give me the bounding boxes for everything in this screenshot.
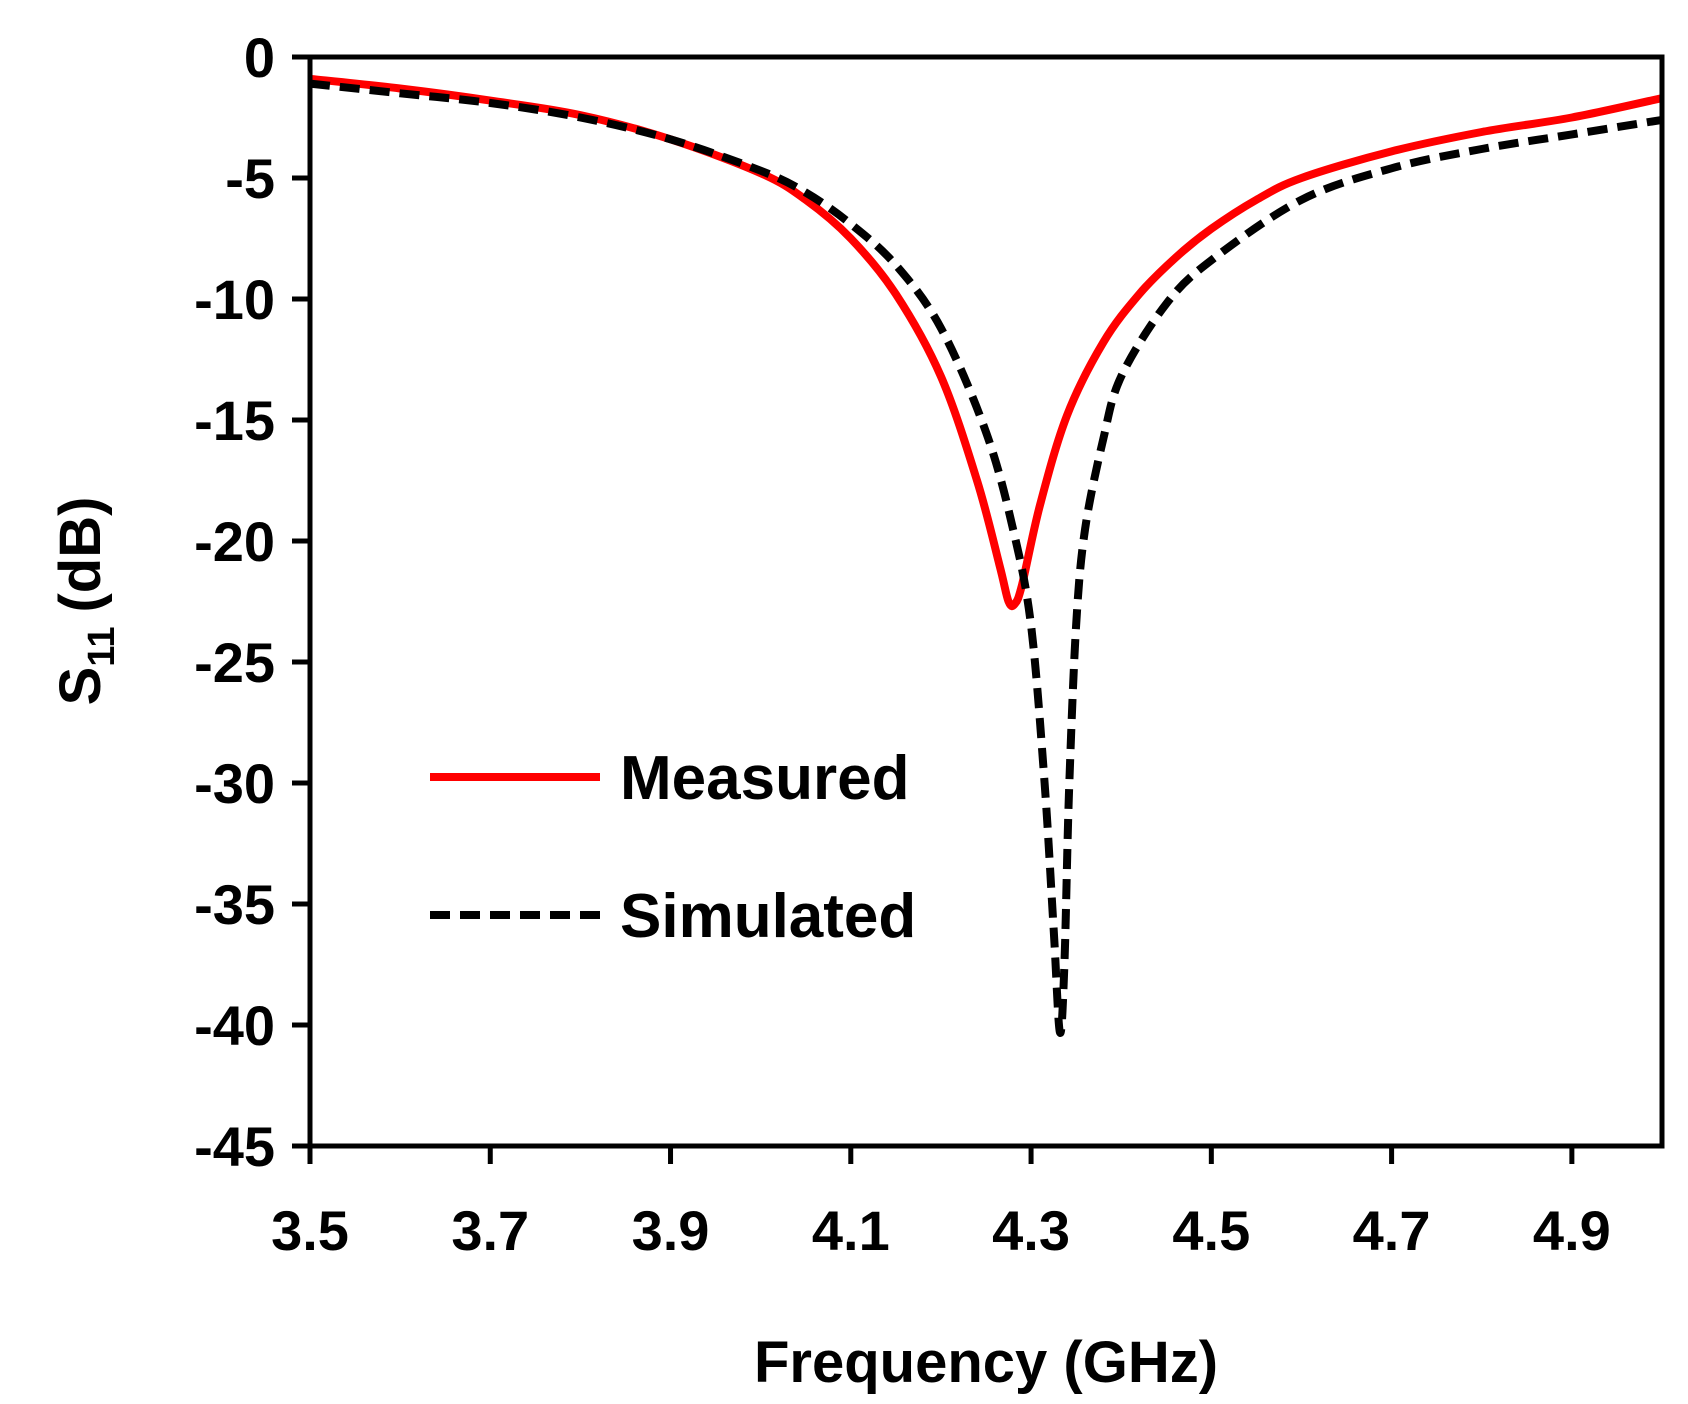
x-tick-label: 3.7 xyxy=(451,1199,529,1262)
y-tick-label: -30 xyxy=(194,752,275,815)
y-tick-label: -40 xyxy=(194,994,275,1057)
x-tick-label: 4.3 xyxy=(992,1199,1070,1262)
legend-label-measured: Measured xyxy=(620,744,909,813)
y-axis-title-unit: (dB) xyxy=(48,497,113,613)
y-tick-label: -25 xyxy=(194,631,275,694)
y-axis-ticks: 0 -5 -10 -15 -20 -25 -30 -35 -40 -45 xyxy=(194,26,310,1178)
x-tick-label: 4.7 xyxy=(1353,1199,1431,1262)
y-tick-label: -45 xyxy=(194,1115,275,1178)
y-axis-title-main: S xyxy=(48,667,113,706)
x-tick-label: 3.5 xyxy=(271,1199,349,1262)
y-tick-label: -15 xyxy=(194,389,275,452)
series-line-measured xyxy=(309,74,1663,611)
y-tick-label: -20 xyxy=(194,510,275,573)
y-tick-label: -10 xyxy=(194,268,275,331)
series-line-simulated xyxy=(309,79,1663,1037)
x-tick-label: 3.9 xyxy=(632,1199,710,1262)
series-layer xyxy=(309,74,1663,1037)
legend-label-simulated: Simulated xyxy=(620,882,916,951)
x-tick-label: 4.1 xyxy=(812,1199,890,1262)
y-axis-title: S11 (dB) xyxy=(48,497,123,706)
y-axis-title-subscript: 11 xyxy=(81,627,123,667)
y-tick-label: -5 xyxy=(225,147,275,210)
x-axis-title: Frequency (GHz) xyxy=(754,1330,1218,1395)
plot-area-frame xyxy=(307,54,1665,1149)
legend: Measured Simulated xyxy=(430,744,916,951)
x-axis-ticks: 3.5 3.7 3.9 4.1 4.3 4.5 4.7 4.9 xyxy=(271,1146,1611,1262)
y-tick-label: -35 xyxy=(194,873,275,936)
x-tick-label: 4.5 xyxy=(1172,1199,1250,1262)
x-tick-label: 4.9 xyxy=(1533,1199,1611,1262)
y-tick-label: 0 xyxy=(244,26,275,89)
